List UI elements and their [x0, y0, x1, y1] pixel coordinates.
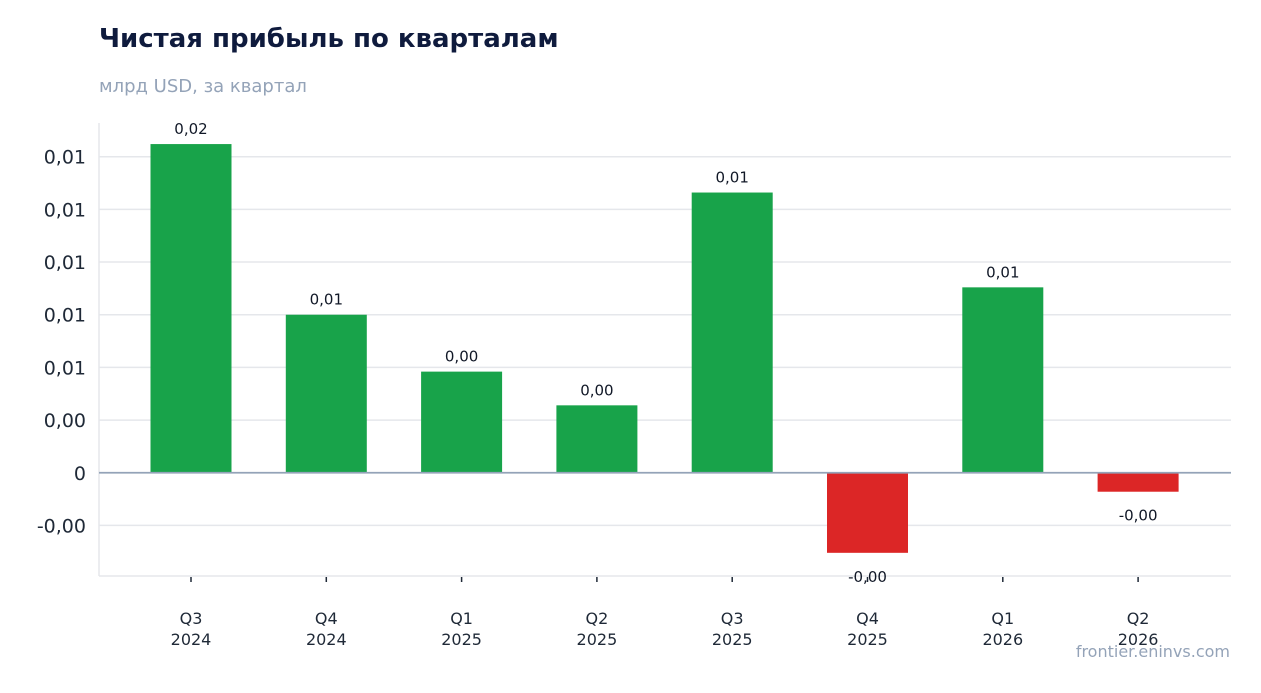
x-tick-label: 2026 [1118, 630, 1159, 649]
data-label: 0,01 [986, 263, 1019, 281]
y-tick-label: 0,01 [44, 147, 86, 169]
y-tick-label: 0 [74, 463, 86, 485]
bar [421, 371, 503, 473]
data-label: -0,00 [1119, 507, 1158, 525]
x-tick-label: Q4 [856, 609, 879, 628]
data-label: 0,01 [715, 169, 748, 187]
x-tick-label: 2024 [171, 630, 212, 649]
watermark: frontier.eninvs.com [1075, 642, 1230, 661]
x-tick-label: 2025 [441, 630, 482, 649]
x-tick-label: Q2 [586, 609, 609, 628]
data-label: 0,01 [310, 291, 343, 309]
y-tick-label: 0,00 [44, 410, 86, 432]
y-tick-label: 0,01 [44, 199, 86, 221]
x-tick-label: Q1 [450, 609, 473, 628]
y-tick-label: -0,00 [37, 515, 86, 537]
chart-title: Чистая прибыль по кварталам [99, 24, 559, 54]
x-tick-label: Q4 [315, 609, 338, 628]
bar [1097, 472, 1179, 492]
x-tick-label: Q2 [1127, 609, 1150, 628]
x-tick-label: Q1 [991, 609, 1014, 628]
y-tick-label: 0,01 [44, 252, 86, 274]
bar [556, 405, 638, 473]
data-label: 0,00 [445, 348, 478, 366]
data-label: 0,02 [174, 120, 207, 138]
bar [827, 472, 908, 553]
bar [691, 192, 773, 473]
x-tick-label: 2026 [982, 630, 1023, 649]
data-label: -0,00 [848, 568, 887, 586]
x-tick-label: Q3 [180, 609, 203, 628]
x-tick-label: Q3 [721, 609, 744, 628]
chart-subtitle: млрд USD, за квартал [99, 76, 307, 97]
bar [962, 287, 1044, 473]
y-tick-label: 0,01 [44, 357, 86, 379]
y-tick-label: 0,01 [44, 305, 86, 327]
bar [150, 144, 232, 473]
x-tick-label: 2025 [847, 630, 888, 649]
bar [285, 314, 367, 473]
x-tick-label: 2025 [712, 630, 753, 649]
x-tick-label: 2025 [577, 630, 618, 649]
data-label: 0,00 [580, 381, 613, 399]
x-tick-label: 2024 [306, 630, 347, 649]
